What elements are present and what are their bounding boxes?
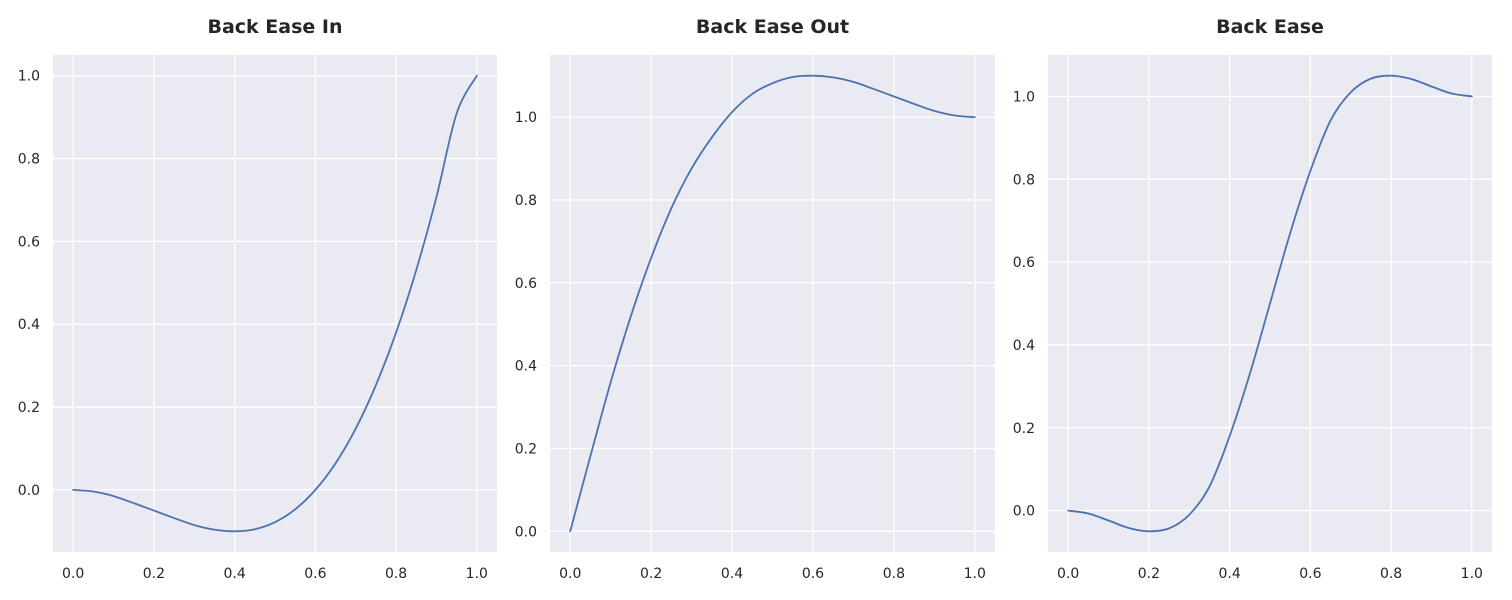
y-tick-label: 0.8 (18, 152, 40, 168)
chart-title: Back Ease Out (696, 16, 849, 38)
x-tick-label: 0.4 (721, 566, 743, 582)
y-tick-label: 0.0 (1013, 504, 1035, 520)
series-line (72, 74, 478, 533)
x-tick-label: 0.0 (1057, 566, 1079, 582)
y-tick-label: 0.4 (18, 317, 40, 333)
y-tick-label: 0.4 (1013, 338, 1035, 354)
x-tick-label: 0.8 (1380, 566, 1402, 582)
chart-title: Back Ease (1216, 16, 1324, 38)
x-tick-label: 0.6 (304, 566, 326, 582)
y-tick-label: 0.8 (515, 193, 537, 209)
chart-title: Back Ease In (207, 16, 342, 38)
x-tick-label: 0.8 (883, 566, 905, 582)
chart-panel-2: 0.0 0.2 0.4 0.6 0.8 1.0 0.0 0.2 0.4 0.6 0.8 1.0 Back… (515, 16, 995, 582)
x-tick-label: 0.4 (224, 566, 246, 582)
y-tick-label: 0.0 (515, 524, 537, 540)
x-tick-label: 0.8 (385, 566, 407, 582)
series-line (1067, 74, 1473, 533)
chart-panel-1: 0.0 0.2 0.4 0.6 0.8 1.0 0.0 0.2 0.4 0.6 0.8 1.0 Back… (18, 16, 497, 582)
y-tick-label: 0.2 (18, 400, 40, 416)
y-tick-label: 0.2 (1013, 421, 1035, 437)
x-tick-label: 0.0 (62, 566, 84, 582)
y-tick-label: 0.6 (1013, 255, 1035, 271)
x-tick-label: 1.0 (1461, 566, 1483, 582)
y-tick-label: 0.6 (18, 234, 40, 250)
x-tick-label: 1.0 (466, 566, 488, 582)
plot-area (53, 55, 497, 552)
y-tick-label: 1.0 (18, 69, 40, 85)
x-tick-label: 0.2 (640, 566, 662, 582)
plot-area (550, 55, 995, 552)
x-tick-label: 0.6 (802, 566, 824, 582)
x-tick-label: 1.0 (964, 566, 986, 582)
x-tick-label: 0.2 (1138, 566, 1160, 582)
x-tick-label: 0.6 (1299, 566, 1321, 582)
y-tick-label: 0.8 (1013, 172, 1035, 188)
y-tick-label: 0.0 (18, 483, 40, 499)
series-line (569, 74, 976, 533)
y-tick-label: 0.2 (515, 441, 537, 457)
y-tick-label: 0.6 (515, 276, 537, 292)
chart-panel-3: 0.0 0.2 0.4 0.6 0.8 1.0 0.0 0.2 0.4 0.6 0.8 1.0 Back… (1013, 16, 1492, 582)
y-tick-label: 1.0 (1013, 89, 1035, 105)
x-tick-label: 0.4 (1219, 566, 1241, 582)
x-tick-label: 0.2 (143, 566, 165, 582)
y-tick-label: 0.4 (515, 359, 537, 375)
x-tick-label: 0.0 (559, 566, 581, 582)
y-tick-label: 1.0 (515, 110, 537, 126)
